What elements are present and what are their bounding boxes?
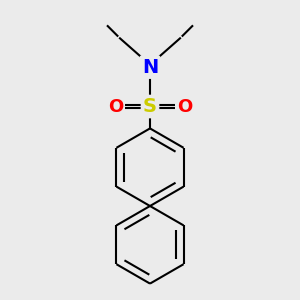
Text: N: N — [142, 58, 158, 76]
Text: O: O — [108, 98, 123, 116]
Text: O: O — [177, 98, 192, 116]
Text: S: S — [143, 97, 157, 116]
